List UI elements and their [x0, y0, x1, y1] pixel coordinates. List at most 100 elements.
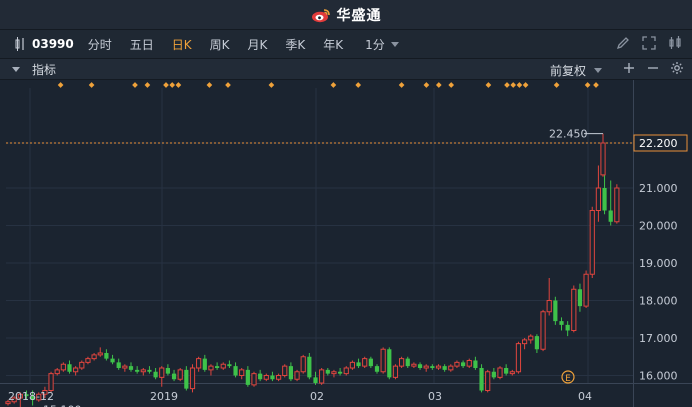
candle-body-73	[454, 361, 460, 367]
candlestick-toggle-icon[interactable]	[668, 36, 682, 50]
adjust-mode-label: 前复权	[550, 64, 587, 78]
x-tick-label-0: 2018-12	[8, 390, 54, 403]
candle-body-49	[307, 356, 312, 378]
candle-body-34	[215, 366, 220, 368]
candle-body-76	[473, 360, 478, 368]
candle-body-40	[251, 373, 257, 386]
app-name: 华盛通	[336, 7, 382, 24]
last-price-box	[633, 134, 688, 152]
candle-body-81	[504, 368, 509, 374]
candle-body-88	[546, 300, 552, 313]
candle-body-12	[79, 361, 85, 369]
candle-body-16	[104, 353, 109, 359]
candle-body-32	[202, 358, 207, 370]
chevron-down-icon	[594, 68, 603, 73]
candle-body-50	[313, 377, 318, 383]
candle-body-97	[602, 188, 607, 211]
candle-body-45	[282, 365, 288, 376]
minute-dropdown-label: 1分	[365, 37, 385, 52]
candle-body-100	[600, 142, 606, 176]
candle-body-22	[140, 369, 146, 373]
gear-icon[interactable]	[670, 61, 684, 75]
y-tick-label-5: 17.000	[639, 332, 678, 345]
candle-body-51	[319, 369, 325, 384]
candle-body-87	[540, 311, 546, 350]
candle-body-62	[387, 349, 392, 378]
tab-five-day[interactable]: 五日	[129, 37, 154, 52]
candle-body-36	[227, 364, 232, 367]
chart-grid	[0, 80, 692, 407]
tab-monthly-k[interactable]: 月K	[247, 37, 268, 52]
candle-body-59	[368, 358, 373, 367]
pencil-icon[interactable]	[616, 36, 630, 50]
candle-body-58	[362, 358, 368, 367]
stock-symbol[interactable]: 03990	[32, 37, 74, 51]
candle-body-21	[135, 369, 140, 372]
event-dot-last	[593, 82, 599, 88]
indicator-bar: 指标 前复权	[0, 58, 692, 80]
last-price-label: 22.200	[639, 137, 678, 150]
candle-body-44	[276, 375, 282, 380]
candle-body-82	[509, 371, 515, 375]
candle-body-64	[399, 358, 405, 367]
chart-toolbar: 03990 分时 五日 日K 周K 月K 季K 年K 1分	[0, 30, 692, 58]
indicator-button[interactable]: 指标	[32, 62, 57, 77]
candle-body-0	[5, 401, 11, 405]
expand-icon[interactable]	[642, 36, 656, 50]
chevron-down-icon	[390, 41, 399, 47]
candle-body-93	[577, 289, 583, 307]
candle-body-96	[595, 187, 601, 211]
candle-body-37	[233, 366, 238, 376]
candle-body-1	[11, 397, 17, 403]
candle-body-63	[392, 365, 399, 378]
tab-daily-k[interactable]: 日K	[171, 37, 192, 52]
tab-quarterly-k[interactable]: 季K	[285, 37, 306, 52]
minus-icon[interactable]	[646, 61, 660, 75]
collapse-caret-icon[interactable]	[12, 66, 20, 72]
adjust-mode-dropdown[interactable]: 前复权	[550, 62, 603, 79]
candle-body-67	[417, 364, 423, 368]
event-dot-22	[584, 82, 591, 88]
title-bar: 华盛通	[0, 0, 692, 30]
candle-body-74	[461, 362, 466, 367]
candle-body-68	[423, 365, 429, 369]
candle-body-42	[263, 375, 269, 380]
candle-body-6	[42, 390, 48, 395]
candle-body-43	[270, 375, 275, 380]
high-label: 22.450	[549, 128, 588, 141]
x-tick-label-1: 2019	[150, 390, 178, 403]
candle-body-5	[36, 393, 42, 401]
candle-body-20	[128, 366, 134, 370]
candle-body-2	[17, 393, 23, 399]
candle-body-80	[497, 367, 503, 378]
x-tick-label-4: 04	[578, 390, 592, 403]
candle-body-89	[553, 300, 558, 322]
x-tick-label-3: 03	[428, 390, 442, 403]
tab-intraday[interactable]: 分时	[87, 37, 112, 52]
candle-body-7	[48, 373, 54, 391]
candle-body-15	[97, 352, 103, 356]
candle-body-30	[189, 367, 196, 390]
tab-yearly-k[interactable]: 年K	[323, 37, 344, 52]
candle-body-29	[184, 369, 189, 389]
candle-body-84	[522, 339, 528, 345]
minute-dropdown[interactable]: 1分	[365, 36, 399, 53]
candle-body-13	[85, 358, 91, 363]
candlestick-chart[interactable]: 21.000 20.000 19.000 18.000 17.000 16.000 22.2…	[0, 80, 692, 407]
candle-body-92	[571, 288, 577, 331]
candle-body-17	[110, 358, 115, 363]
candle-body-38	[239, 369, 245, 376]
event-dot-21	[553, 82, 560, 88]
plus-icon[interactable]	[622, 61, 636, 75]
candle-body-28	[177, 369, 183, 380]
candle-body-83	[515, 343, 522, 373]
candle-body-57	[356, 362, 361, 367]
annotations: 22.450 15.100 E	[43, 128, 603, 407]
candle-body-27	[171, 373, 177, 380]
weibo-logo-icon	[311, 8, 330, 22]
candle-body-55	[343, 367, 349, 375]
tab-weekly-k[interactable]: 周K	[209, 37, 230, 52]
candle-body-98	[608, 210, 613, 222]
toolbar-actions	[616, 36, 682, 50]
candle-body-95	[589, 210, 595, 275]
